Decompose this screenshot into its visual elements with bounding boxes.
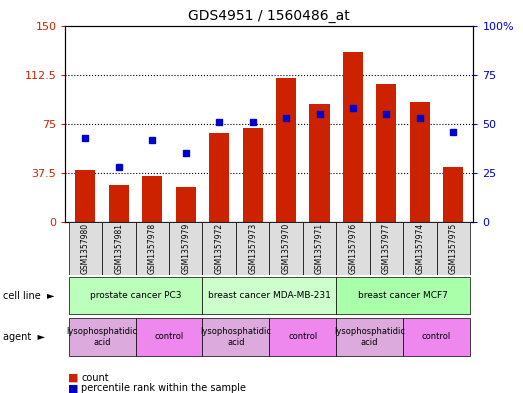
FancyBboxPatch shape <box>202 277 336 314</box>
Text: GSM1357978: GSM1357978 <box>148 223 157 274</box>
Text: GSM1357970: GSM1357970 <box>281 223 291 274</box>
FancyBboxPatch shape <box>135 318 202 356</box>
FancyBboxPatch shape <box>403 318 470 356</box>
FancyBboxPatch shape <box>69 277 202 314</box>
FancyBboxPatch shape <box>169 222 202 275</box>
Text: GSM1357977: GSM1357977 <box>382 223 391 274</box>
FancyBboxPatch shape <box>69 318 135 356</box>
FancyBboxPatch shape <box>336 277 470 314</box>
Text: GSM1357975: GSM1357975 <box>449 223 458 274</box>
Text: control: control <box>422 332 451 342</box>
Title: GDS4951 / 1560486_at: GDS4951 / 1560486_at <box>188 9 350 23</box>
FancyBboxPatch shape <box>236 222 269 275</box>
Text: GSM1357976: GSM1357976 <box>348 223 357 274</box>
Text: breast cancer MCF7: breast cancer MCF7 <box>358 291 448 300</box>
Bar <box>142 176 162 222</box>
Text: lysophosphatidic
acid: lysophosphatidic acid <box>334 327 405 347</box>
FancyBboxPatch shape <box>336 318 403 356</box>
Text: GSM1357979: GSM1357979 <box>181 223 190 274</box>
Bar <box>176 187 196 222</box>
FancyBboxPatch shape <box>69 222 102 275</box>
FancyBboxPatch shape <box>269 222 303 275</box>
FancyBboxPatch shape <box>135 222 169 275</box>
FancyBboxPatch shape <box>202 318 269 356</box>
FancyBboxPatch shape <box>437 222 470 275</box>
Bar <box>276 78 296 222</box>
FancyBboxPatch shape <box>202 222 236 275</box>
Text: GSM1357972: GSM1357972 <box>214 223 224 274</box>
Bar <box>343 52 363 222</box>
Text: ■: ■ <box>68 373 78 383</box>
FancyBboxPatch shape <box>269 318 336 356</box>
Text: breast cancer MDA-MB-231: breast cancer MDA-MB-231 <box>208 291 331 300</box>
Bar <box>209 133 229 222</box>
Text: agent  ►: agent ► <box>3 332 44 342</box>
Bar <box>243 128 263 222</box>
Text: GSM1357981: GSM1357981 <box>115 223 123 274</box>
FancyBboxPatch shape <box>336 222 370 275</box>
FancyBboxPatch shape <box>102 222 135 275</box>
Text: cell line  ►: cell line ► <box>3 291 54 301</box>
Text: lysophosphatidic
acid: lysophosphatidic acid <box>200 327 271 347</box>
Text: GSM1357973: GSM1357973 <box>248 223 257 274</box>
Text: lysophosphatidic
acid: lysophosphatidic acid <box>66 327 138 347</box>
Text: ■: ■ <box>68 383 78 393</box>
Bar <box>75 170 96 222</box>
Text: GSM1357974: GSM1357974 <box>415 223 424 274</box>
Bar <box>410 101 430 222</box>
Text: GSM1357980: GSM1357980 <box>81 223 90 274</box>
Text: control: control <box>154 332 184 342</box>
Text: percentile rank within the sample: percentile rank within the sample <box>81 383 246 393</box>
Text: count: count <box>81 373 109 383</box>
FancyBboxPatch shape <box>370 222 403 275</box>
Bar <box>443 167 463 222</box>
FancyBboxPatch shape <box>403 222 437 275</box>
Text: control: control <box>288 332 317 342</box>
Text: GSM1357971: GSM1357971 <box>315 223 324 274</box>
Bar <box>310 104 329 222</box>
Text: prostate cancer PC3: prostate cancer PC3 <box>90 291 181 300</box>
Bar <box>377 84 396 222</box>
FancyBboxPatch shape <box>303 222 336 275</box>
Bar <box>109 185 129 222</box>
